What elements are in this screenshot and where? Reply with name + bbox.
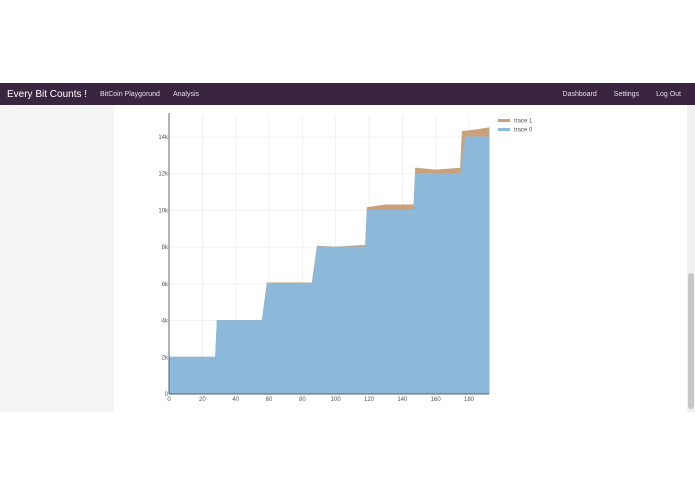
legend-swatch	[498, 128, 510, 131]
y-tick-label: 4k	[162, 319, 169, 325]
main-panel: 0 20 40 60 80 100 120 140 160 180 0 2k 4k 6k 8k 10k 12k 1…	[114, 105, 687, 412]
x-tick-label: 180	[464, 397, 475, 403]
x-tick-label: 60	[266, 397, 273, 403]
nav-link-logout[interactable]: Log Out	[656, 90, 681, 98]
top-navbar: Every Bit Counts ! BitCoin Playgorund An…	[0, 83, 695, 105]
legend-label: trace 0	[514, 128, 533, 134]
nav-link-bitcoin-playground[interactable]: BitCoin Playgorund	[100, 90, 160, 98]
y-tick-label: 12k	[158, 172, 169, 178]
x-tick-label: 120	[364, 397, 375, 403]
nav-link-analysis[interactable]: Analysis	[172, 90, 200, 98]
x-tick-label: 80	[299, 397, 306, 403]
legend-swatch	[498, 119, 510, 122]
y-tick-label: 14k	[158, 135, 169, 141]
nav-link-settings[interactable]: Settings	[613, 90, 640, 98]
y-tick-label: 6k	[162, 282, 169, 288]
x-tick-label: 160	[431, 397, 442, 403]
area-chart: 0 20 40 60 80 100 120 140 160 180 0 2k 4k 6k 8k 10k 12k 1…	[158, 113, 533, 403]
sidebar	[0, 105, 114, 412]
brand-logo-text[interactable]: Every Bit Counts !	[7, 88, 88, 100]
y-tick-label: 0	[165, 392, 169, 398]
x-tick-label: 40	[232, 397, 239, 403]
x-tick-label: 100	[331, 397, 342, 403]
nav-link-dashboard[interactable]: Dashboard	[562, 90, 597, 98]
y-tick-label: 8k	[162, 245, 169, 251]
y-tick-label: 10k	[158, 208, 169, 214]
nav-right-group: Dashboard Settings Log Out	[546, 83, 681, 105]
x-tick-label: 20	[199, 397, 206, 403]
scrollbar-thumb[interactable]	[688, 273, 694, 409]
page-content: 0 20 40 60 80 100 120 140 160 180 0 2k 4k 6k 8k 10k 12k 1…	[0, 105, 695, 412]
x-tick-label: 140	[397, 397, 408, 403]
series-trace-0-area	[168, 136, 490, 395]
vertical-scrollbar[interactable]	[687, 105, 695, 412]
y-tick-label: 2k	[162, 355, 169, 361]
x-tick-label: 0	[167, 397, 171, 403]
legend-label: trace 1	[514, 119, 533, 125]
